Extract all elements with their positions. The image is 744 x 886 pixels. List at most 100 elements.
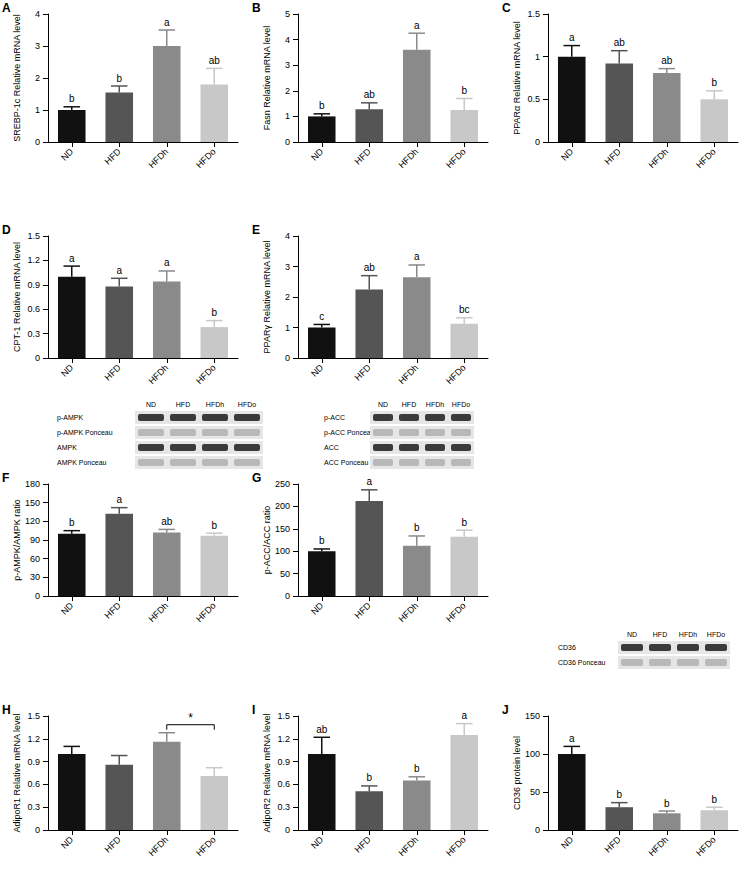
svg-text:HFDh: HFDh xyxy=(206,401,224,408)
svg-text:AMPK: AMPK xyxy=(57,444,77,451)
svg-text:HFD: HFD xyxy=(353,146,373,166)
svg-text:0: 0 xyxy=(535,825,540,835)
svg-text:HFDo: HFDo xyxy=(444,146,468,170)
svg-text:30: 30 xyxy=(30,572,40,582)
svg-text:C: C xyxy=(502,1,511,15)
svg-text:60: 60 xyxy=(30,554,40,564)
svg-text:CD36 protein level: CD36 protein level xyxy=(512,736,522,810)
svg-text:J: J xyxy=(502,703,509,717)
svg-text:50: 50 xyxy=(530,787,540,797)
svg-text:50: 50 xyxy=(280,569,290,579)
svg-text:0: 0 xyxy=(285,825,290,835)
svg-text:HFDh: HFDh xyxy=(397,146,421,170)
svg-text:b: b xyxy=(711,77,717,88)
svg-text:a: a xyxy=(116,265,122,276)
svg-text:0: 0 xyxy=(35,137,40,147)
svg-text:ND: ND xyxy=(59,600,76,617)
svg-text:0.9: 0.9 xyxy=(277,757,290,767)
svg-text:HFDo: HFDo xyxy=(194,362,218,386)
svg-text:HFDh: HFDh xyxy=(147,600,171,624)
svg-text:a: a xyxy=(69,253,75,264)
svg-text:b: b xyxy=(211,307,217,318)
svg-text:a: a xyxy=(414,251,420,262)
svg-text:1.5: 1.5 xyxy=(27,711,40,721)
svg-text:120: 120 xyxy=(25,516,40,526)
svg-text:0: 0 xyxy=(285,137,290,147)
svg-text:HFDo: HFDo xyxy=(694,146,718,170)
svg-text:HFDo: HFDo xyxy=(444,834,468,858)
svg-text:100: 100 xyxy=(525,749,540,759)
svg-text:ND: ND xyxy=(59,362,76,379)
svg-text:HFDh: HFDh xyxy=(397,834,421,858)
svg-text:HFDh: HFDh xyxy=(647,834,671,858)
svg-text:E: E xyxy=(252,223,260,237)
svg-text:a: a xyxy=(366,476,372,487)
svg-text:2: 2 xyxy=(35,73,40,83)
svg-text:ab: ab xyxy=(209,55,221,66)
svg-text:0.6: 0.6 xyxy=(277,779,290,789)
svg-text:HFDo: HFDo xyxy=(694,834,718,858)
svg-text:1: 1 xyxy=(35,105,40,115)
svg-text:CD36: CD36 xyxy=(558,644,576,651)
svg-text:p-ACC: p-ACC xyxy=(324,414,345,422)
svg-text:0.3: 0.3 xyxy=(27,329,40,339)
svg-text:p-ACC Ponceau: p-ACC Ponceau xyxy=(324,429,375,437)
svg-text:p-AMPK Ponceau: p-AMPK Ponceau xyxy=(57,429,113,437)
svg-text:HFD: HFD xyxy=(103,600,123,620)
svg-text:b: b xyxy=(414,763,420,774)
svg-text:0: 0 xyxy=(35,591,40,601)
svg-text:0.3: 0.3 xyxy=(27,802,40,812)
svg-text:b: b xyxy=(664,798,670,809)
svg-text:HFD: HFD xyxy=(353,362,373,382)
svg-text:150: 150 xyxy=(25,498,40,508)
svg-text:ND: ND xyxy=(559,834,576,851)
svg-text:b: b xyxy=(616,789,622,800)
svg-text:150: 150 xyxy=(275,524,290,534)
svg-text:a: a xyxy=(116,494,122,505)
svg-text:HFDh: HFDh xyxy=(397,600,421,624)
svg-text:HFD: HFD xyxy=(103,146,123,166)
svg-text:1.2: 1.2 xyxy=(27,734,40,744)
svg-text:Fasn Relative mRNA level: Fasn Relative mRNA level xyxy=(262,26,272,131)
svg-text:2: 2 xyxy=(285,292,290,302)
svg-text:HFDh: HFDh xyxy=(147,146,171,170)
svg-text:AdipoR2 Relative mRNA level: AdipoR2 Relative mRNA level xyxy=(262,713,272,832)
svg-text:p-ACC/ACC ratio: p-ACC/ACC ratio xyxy=(262,506,272,575)
svg-text:b: b xyxy=(461,85,467,96)
svg-text:1.2: 1.2 xyxy=(27,255,40,265)
svg-text:3: 3 xyxy=(285,262,290,272)
svg-text:HFD: HFD xyxy=(603,834,623,854)
svg-text:AdipoR1 Relative mRNA level: AdipoR1 Relative mRNA level xyxy=(12,713,22,832)
svg-text:HFDh: HFDh xyxy=(647,146,671,170)
svg-text:AMPK Ponceau: AMPK Ponceau xyxy=(57,459,107,466)
svg-text:3: 3 xyxy=(35,41,40,51)
svg-text:G: G xyxy=(252,471,261,485)
svg-text:1.5: 1.5 xyxy=(527,9,540,19)
svg-text:1: 1 xyxy=(285,111,290,121)
svg-text:HFDo: HFDo xyxy=(238,401,256,408)
svg-text:3: 3 xyxy=(285,60,290,70)
svg-text:0: 0 xyxy=(535,137,540,147)
svg-text:CD36 Ponceau: CD36 Ponceau xyxy=(558,659,606,666)
svg-text:HFD: HFD xyxy=(353,600,373,620)
svg-text:PPARγ Relative mRNA level: PPARγ Relative mRNA level xyxy=(262,241,272,354)
svg-text:HFD: HFD xyxy=(402,401,416,408)
svg-text:a: a xyxy=(164,17,170,28)
svg-text:HFD: HFD xyxy=(103,362,123,382)
svg-text:1: 1 xyxy=(285,323,290,333)
svg-text:5: 5 xyxy=(285,9,290,19)
svg-text:1.5: 1.5 xyxy=(277,711,290,721)
svg-text:ab: ab xyxy=(364,262,376,273)
svg-text:a: a xyxy=(414,20,420,31)
svg-text:b: b xyxy=(69,517,75,528)
svg-text:D: D xyxy=(2,223,11,237)
svg-text:b: b xyxy=(69,93,75,104)
svg-text:ND: ND xyxy=(627,631,637,638)
svg-text:0: 0 xyxy=(285,353,290,363)
svg-text:1: 1 xyxy=(535,52,540,62)
svg-text:HFD: HFD xyxy=(603,146,623,166)
svg-text:ND: ND xyxy=(378,401,388,408)
svg-text:b: b xyxy=(319,100,325,111)
svg-text:B: B xyxy=(252,1,261,15)
svg-text:a: a xyxy=(569,32,575,43)
